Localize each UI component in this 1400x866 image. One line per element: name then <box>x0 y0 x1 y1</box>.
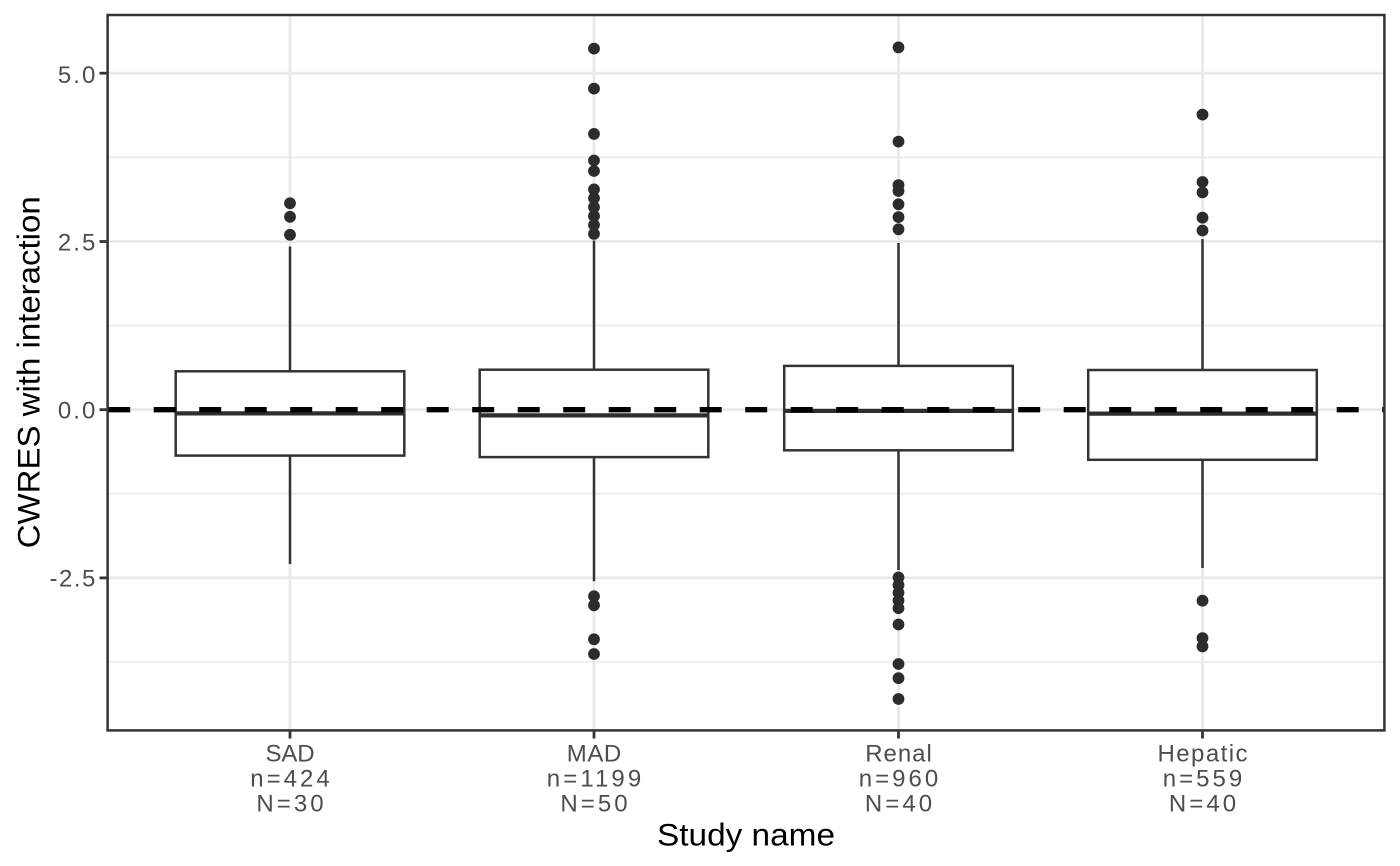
svg-text:MAD: MAD <box>567 741 621 768</box>
svg-text:n=559: n=559 <box>1163 766 1242 793</box>
svg-text:SAD: SAD <box>265 741 314 768</box>
svg-text:Study name: Study name <box>657 817 835 853</box>
svg-text:n=424: n=424 <box>250 766 329 793</box>
svg-text:n=960: n=960 <box>859 766 938 793</box>
svg-text:N=30: N=30 <box>256 791 323 818</box>
svg-text:0.0: 0.0 <box>58 398 95 425</box>
svg-text:N=40: N=40 <box>865 791 932 818</box>
svg-text:Renal: Renal <box>865 741 932 768</box>
svg-text:2.5: 2.5 <box>58 229 95 256</box>
svg-text:CWRES with interaction: CWRES with interaction <box>10 196 46 548</box>
svg-text:Hepatic: Hepatic <box>1157 741 1247 768</box>
svg-text:5.0: 5.0 <box>58 62 95 89</box>
svg-text:N=50: N=50 <box>560 791 627 818</box>
svg-text:N=40: N=40 <box>1169 791 1236 818</box>
